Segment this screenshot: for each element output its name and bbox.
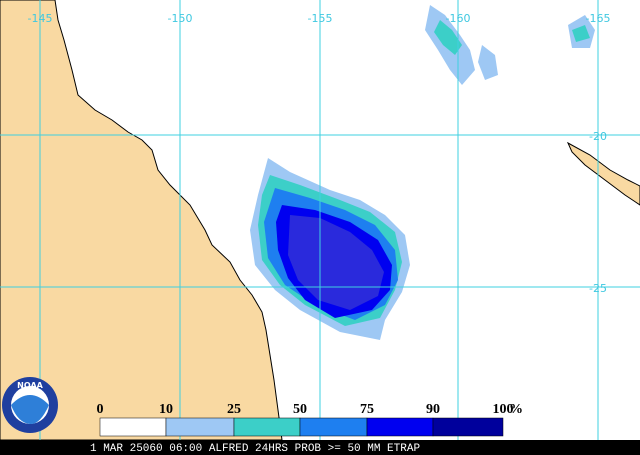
longitude-label: -155 — [308, 12, 333, 25]
longitude-label: -145 — [28, 12, 53, 25]
prob-north-2 — [478, 45, 498, 80]
land-australia — [0, 0, 283, 441]
legend-label: 0 — [97, 402, 104, 417]
legend-unit: % — [509, 402, 523, 417]
legend: 0 10 25 50 75 90 100% — [97, 402, 523, 437]
latitude-label: -20 — [589, 130, 607, 143]
legend-swatch — [299, 417, 368, 437]
latitude-label: -25 — [589, 282, 607, 295]
longitude-label: -165 — [586, 12, 611, 25]
legend-label: 50 — [293, 402, 307, 417]
prob-90 — [288, 215, 384, 310]
legend-label: 10 — [159, 402, 173, 417]
logo-text: NOAA — [17, 381, 43, 390]
graticule — [0, 0, 640, 440]
longitude-label: -160 — [446, 12, 471, 25]
caption-bar — [0, 440, 640, 455]
prob-east-core — [572, 25, 590, 42]
legend-label: 25 — [227, 402, 241, 417]
legend-swatch — [99, 417, 167, 437]
noaa-logo: NOAA — [2, 377, 58, 433]
legend-label: 100 — [493, 402, 514, 417]
legend-label: 90 — [426, 402, 440, 417]
legend-swatch — [366, 417, 434, 437]
legend-swatch — [432, 417, 504, 437]
caption: 1 MAR 25060 06:00 ALFRED 24HRS PROB >= 5… — [90, 443, 420, 455]
land-new-caledonia — [566, 141, 640, 206]
legend-swatch — [165, 417, 235, 437]
longitude-label: -150 — [168, 12, 193, 25]
logo-wave — [11, 395, 49, 425]
legend-swatch — [233, 417, 301, 437]
prob-north-core — [434, 20, 462, 55]
legend-label: 75 — [360, 402, 374, 417]
